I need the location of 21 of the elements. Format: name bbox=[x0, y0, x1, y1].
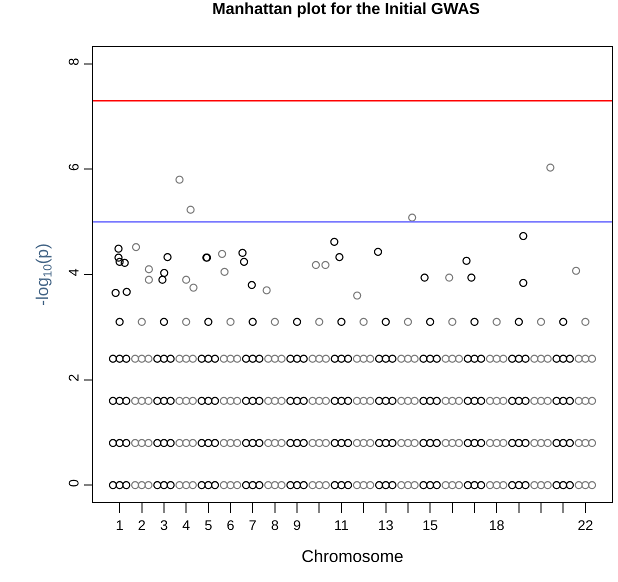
x-tick-label: 8 bbox=[270, 516, 279, 533]
x-tick-label: 1 bbox=[116, 516, 124, 533]
x-tick-label: 9 bbox=[293, 516, 302, 533]
x-tick-label: 2 bbox=[138, 516, 146, 533]
x-tick-label: 3 bbox=[160, 516, 168, 533]
y-tick-label: 4 bbox=[65, 268, 82, 276]
x-tick-label: 6 bbox=[226, 516, 235, 533]
x-tick-label: 7 bbox=[248, 516, 257, 533]
y-tick-label: 0 bbox=[65, 478, 82, 487]
chart-title: Manhattan plot for the Initial GWAS bbox=[212, 1, 480, 18]
x-tick-label: 18 bbox=[488, 516, 505, 533]
x-tick-label: 15 bbox=[422, 516, 438, 533]
x-tick-label: 22 bbox=[578, 516, 594, 533]
x-axis-title: Chromosome bbox=[301, 547, 404, 566]
x-tick-label: 13 bbox=[378, 516, 394, 533]
x-tick-label: 5 bbox=[204, 516, 212, 533]
x-tick-label: 4 bbox=[182, 516, 190, 533]
y-tick-label: 8 bbox=[65, 58, 82, 66]
y-tick-label: 6 bbox=[65, 162, 82, 171]
x-tick-label: 11 bbox=[334, 516, 349, 533]
y-tick-label: 2 bbox=[65, 374, 82, 382]
